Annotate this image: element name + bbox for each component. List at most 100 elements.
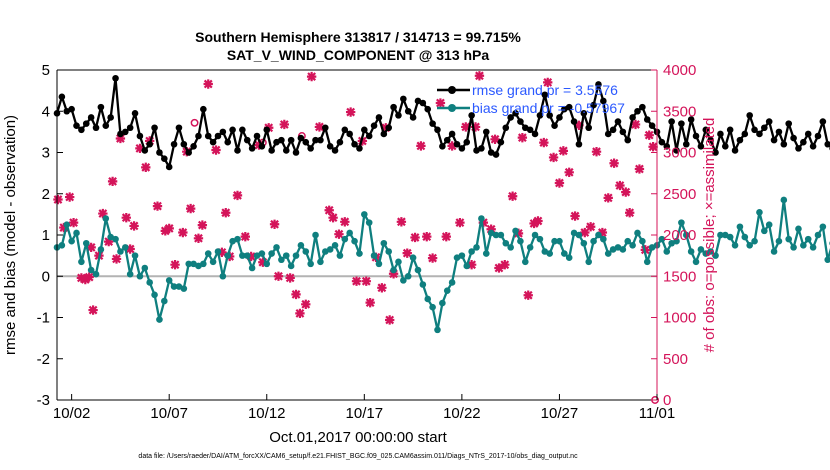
rmse-point bbox=[400, 95, 407, 103]
bias-series-layer bbox=[53, 196, 830, 334]
rmse-point bbox=[424, 105, 432, 113]
obs-assimilated-marker bbox=[129, 221, 139, 231]
rmse-point bbox=[73, 122, 80, 129]
rmse-point bbox=[512, 110, 519, 117]
obs-assimilated-marker bbox=[68, 217, 79, 228]
rmse-point bbox=[92, 124, 100, 132]
bias-point bbox=[63, 221, 71, 228]
rmse-point bbox=[775, 128, 783, 136]
rmse-point bbox=[761, 124, 768, 132]
obs-assimilated-marker bbox=[170, 260, 180, 270]
y-right-tick-label: 500 bbox=[663, 351, 688, 368]
rmse-point bbox=[790, 134, 797, 142]
obs-assimilated-marker bbox=[53, 194, 63, 205]
rmse-point bbox=[517, 118, 524, 125]
obs-assimilated-marker bbox=[474, 71, 485, 81]
obs-assimilated-marker bbox=[240, 231, 250, 242]
rmse-point bbox=[453, 140, 461, 148]
rmse-point bbox=[385, 124, 393, 132]
obs-assimilated-marker bbox=[351, 276, 362, 286]
bias-point bbox=[761, 227, 768, 235]
bias-point bbox=[765, 221, 773, 228]
obs-assimilated-marker bbox=[59, 222, 69, 233]
rmse-point bbox=[78, 126, 85, 134]
bias-point bbox=[561, 250, 568, 257]
rmse-point bbox=[673, 147, 680, 154]
obs-assimilated-marker bbox=[273, 271, 284, 281]
bias-point bbox=[419, 281, 427, 288]
bias-point bbox=[351, 237, 358, 245]
rmse-point bbox=[478, 145, 485, 152]
obs-assimilated-marker bbox=[345, 107, 356, 117]
bias-point bbox=[634, 229, 641, 237]
rmse-point bbox=[726, 126, 734, 134]
bias-point bbox=[146, 279, 153, 286]
bias-point bbox=[136, 272, 144, 280]
bias-point bbox=[482, 250, 490, 257]
bias-point bbox=[780, 196, 788, 204]
rmse-series-layer bbox=[53, 74, 830, 171]
rmse-point bbox=[380, 130, 388, 138]
bias-point bbox=[507, 244, 514, 251]
rmse-point bbox=[292, 149, 300, 156]
rmse-point bbox=[58, 93, 66, 101]
obs-assimilated-marker bbox=[539, 137, 549, 148]
rmse-point bbox=[180, 140, 188, 148]
bias-point bbox=[697, 246, 705, 253]
rmse-point bbox=[165, 163, 173, 171]
rmse-point bbox=[214, 132, 222, 140]
rmse-point bbox=[370, 122, 378, 129]
bias-point bbox=[643, 258, 651, 266]
rmse-point bbox=[200, 105, 207, 113]
legend-bias-label: bias grand pr = -0.57967 bbox=[472, 100, 625, 116]
obs-assimilated-marker bbox=[301, 299, 311, 309]
rmse-point bbox=[82, 120, 90, 127]
rmse-point bbox=[439, 143, 446, 150]
y-right-tick-label: 1000 bbox=[663, 310, 696, 327]
bias-point bbox=[200, 260, 207, 268]
bias-point bbox=[390, 266, 397, 274]
bias-point bbox=[302, 248, 310, 255]
x-tick-label: 10/27 bbox=[541, 405, 579, 422]
rmse-point bbox=[258, 143, 266, 150]
rmse-point bbox=[161, 155, 168, 162]
bias-point bbox=[292, 252, 300, 259]
rmse-point bbox=[390, 103, 397, 111]
obs-assimilated-marker bbox=[478, 217, 489, 228]
rmse-point bbox=[346, 130, 353, 138]
obs-assimilated-marker bbox=[500, 260, 510, 270]
rmse-point bbox=[317, 136, 324, 144]
obs-assimilated-marker bbox=[111, 254, 122, 264]
rmse-point bbox=[756, 130, 763, 138]
obs-assimilated-marker bbox=[533, 216, 543, 226]
obs-assimilated-marker bbox=[554, 178, 565, 188]
obs-assimilated-marker bbox=[597, 227, 608, 238]
rmse-point bbox=[175, 124, 183, 132]
legend-bias-marker bbox=[448, 104, 456, 112]
obs-assimilated-marker bbox=[269, 219, 280, 229]
bias-point bbox=[624, 237, 632, 245]
obs-assimilated-marker bbox=[340, 217, 350, 227]
rmse-point bbox=[443, 136, 451, 144]
bias-point bbox=[463, 262, 471, 270]
obs-assimilated-marker bbox=[490, 134, 500, 144]
rmse-point bbox=[721, 143, 729, 150]
obs-assimilated-marker bbox=[385, 315, 395, 325]
rmse-point bbox=[131, 110, 139, 117]
bias-point bbox=[443, 287, 451, 294]
rmse-point bbox=[419, 99, 427, 107]
bias-point bbox=[234, 235, 241, 243]
obs-assimilated-marker bbox=[634, 164, 645, 174]
rmse-point bbox=[278, 136, 285, 144]
bias-point bbox=[785, 235, 793, 243]
x-tick-label: 10/22 bbox=[443, 405, 481, 422]
chart-title-line2: SAT_V_WIND_COMPONENT @ 313 hPa bbox=[227, 47, 490, 63]
rmse-point bbox=[409, 114, 417, 121]
rmse-point bbox=[595, 81, 602, 88]
obs-assimilated-marker bbox=[548, 152, 559, 163]
rmse-point bbox=[448, 130, 456, 138]
obs-assimilated-marker bbox=[246, 251, 256, 262]
obs-assimilated-marker bbox=[258, 257, 268, 267]
bias-point bbox=[346, 229, 353, 237]
bias-point bbox=[751, 237, 758, 245]
